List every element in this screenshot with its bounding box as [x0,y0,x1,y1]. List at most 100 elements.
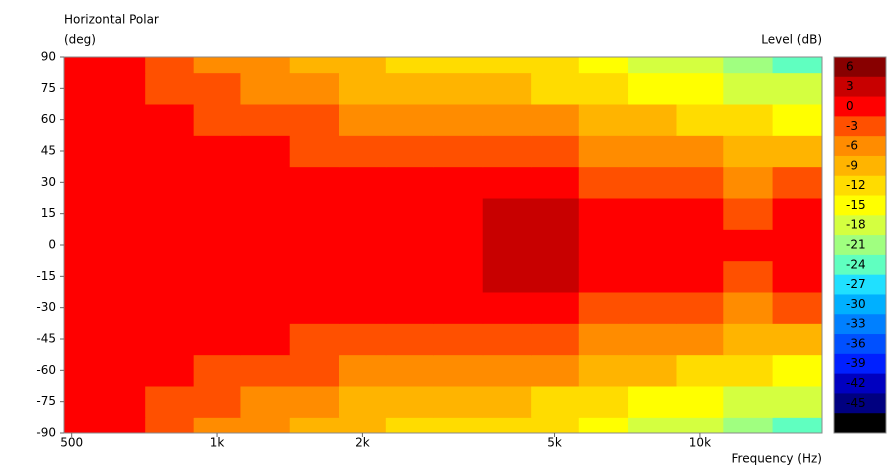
contour-cell [95,354,146,387]
contour-cell [531,198,580,230]
contour-cell [482,135,532,168]
contour-cell [193,417,241,434]
contour-cell [772,104,823,136]
contour-cell [482,57,532,74]
contour-cell [339,354,387,387]
contour-cell [64,135,97,168]
colorbar-swatch [834,96,886,117]
colorbar-swatch [834,57,886,78]
contour-cell [193,323,241,356]
colorbar-tick-label: -39 [846,356,866,370]
colorbar-swatch [834,215,886,236]
contour-cell [723,386,774,418]
chart-title: Horizontal Polar [64,13,159,27]
contour-cell [240,57,291,74]
contour-cell [385,386,434,418]
contour-cell [289,417,340,434]
contour-cell [145,72,195,105]
contour-cell [240,135,291,168]
colorbar-tick-label: -36 [846,336,866,350]
contour-cell [145,104,195,136]
contour-cell [676,135,724,168]
colorbar-tick-label: -30 [846,297,866,311]
contour-cell [676,166,724,199]
contour-cell [628,354,678,387]
colorbar-swatch [834,136,886,157]
contour-cell [723,104,774,136]
contour-cell [193,135,241,168]
contour-cell [676,57,724,74]
contour-cell [289,292,340,324]
contour-cell [628,229,678,262]
y-tick-label: -75 [36,394,56,408]
contour-cell [145,292,195,324]
contour-cell [531,57,580,74]
contour-cell [531,417,580,434]
contour-cell [723,323,774,356]
contour-cell [433,354,484,387]
contour-cell [289,135,340,168]
contour-cell [772,260,823,293]
contour-cell [723,229,774,262]
colorbar-tick-label: -3 [846,119,858,133]
contour-cell [628,135,678,168]
contour-cell [385,260,434,293]
colorbar-tick-label: -33 [846,317,866,331]
contour-cell [385,104,434,136]
contour-cell [433,260,484,293]
contour-cell [145,198,195,230]
colorbar-swatch [834,334,886,355]
contour-cell [628,292,678,324]
colorbar-tick-label: -45 [846,396,866,410]
contour-cell [145,229,195,262]
contour-cell [772,354,823,387]
colorbar-swatch [834,413,886,434]
colorbar-swatch [834,116,886,137]
y-tick-label: 15 [41,206,56,220]
contour-cell [772,135,823,168]
contour-cell [240,417,291,434]
y-tick-label: 0 [48,238,56,252]
contour-cell [95,260,146,293]
contour-cell [385,417,434,434]
contour-cell [676,417,724,434]
contour-cell [240,354,291,387]
contour-cell [385,354,434,387]
contour-cell [628,104,678,136]
contour-cell [578,72,629,105]
contour-cell [145,323,195,356]
contour-cell [676,292,724,324]
contour-cell [289,260,340,293]
y-tick-label: 45 [41,144,56,158]
contour-cell [433,292,484,324]
contour-cell [193,57,241,74]
contour-cell [578,323,629,356]
contour-cell [676,104,724,136]
contour-cell [95,198,146,230]
contour-cell [578,135,629,168]
contour-cell [385,323,434,356]
y-tick-label: 75 [41,81,56,95]
contour-cell [240,166,291,199]
contour-cell [240,104,291,136]
contour-cell [240,229,291,262]
contour-cell [482,354,532,387]
contour-cell [95,323,146,356]
contour-cell [193,166,241,199]
contour-cell [385,166,434,199]
contour-cell [193,104,241,136]
contour-cell [289,166,340,199]
contour-cell [339,323,387,356]
contour-cell [145,57,195,74]
x-tick-label: 500 [60,436,83,450]
contour-cell [676,354,724,387]
contour-cell [64,229,97,262]
contour-cell [193,198,241,230]
contour-cell [772,229,823,262]
contour-cell [628,260,678,293]
contour-cell [531,354,580,387]
contour-cell [193,354,241,387]
contour-cell [145,166,195,199]
contour-cell [289,198,340,230]
contour-cell [482,292,532,324]
